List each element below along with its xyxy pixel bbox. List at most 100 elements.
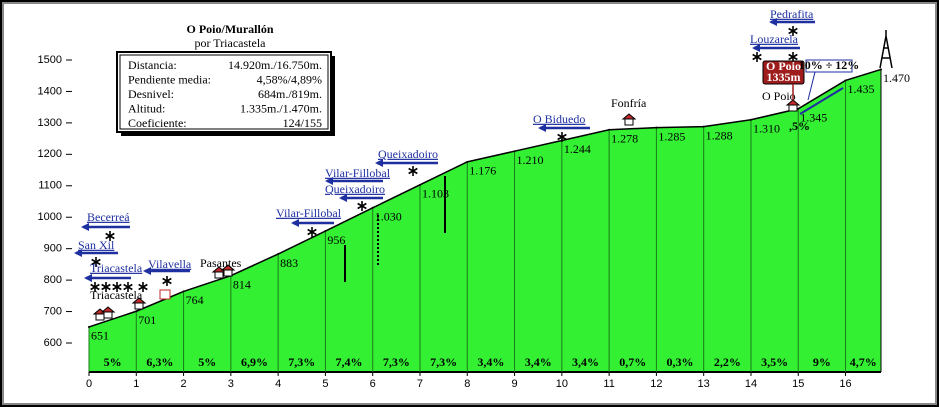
point (880, 68, 882, 71)
arrow-head (84, 274, 92, 282)
arrow-head (143, 267, 151, 275)
x-tick-label: 7 (417, 378, 423, 390)
point (844, 79, 847, 82)
x-tick-label: 2 (181, 378, 187, 390)
asterisk (752, 53, 762, 61)
asterisk (112, 283, 122, 291)
point (371, 206, 374, 209)
value-label: 814 (233, 277, 251, 291)
arrow-head (325, 177, 333, 185)
x-tick-label: 15 (792, 378, 804, 390)
roof (100, 306, 116, 313)
village-label: Pasantes (200, 256, 242, 270)
point (513, 150, 516, 153)
asterisk (91, 258, 101, 266)
point (466, 160, 469, 163)
roof (621, 113, 637, 120)
chart-title: O Poio/Murallón (187, 22, 274, 36)
gradient-label: 7,3% (383, 355, 410, 369)
asterisk (788, 53, 798, 61)
chart-subtitle: por Triacastela (195, 36, 267, 50)
asterisk (123, 283, 133, 291)
waypoint-label: Louzarela (750, 32, 799, 46)
y-tick-label: 600 (44, 337, 62, 349)
value-label: 1.210 (517, 153, 544, 167)
x-tick-label: 6 (370, 378, 376, 390)
ramp-label: 10% ÷ 12% (799, 58, 860, 72)
info-value: 14.920m./16.750m. (228, 58, 322, 72)
profile-area (89, 69, 881, 372)
gradient-label: 4,7% (850, 355, 877, 369)
waypoint-label: Queixadoiro (378, 147, 438, 161)
arrow-head (538, 124, 546, 132)
x-tick-label: 10 (556, 378, 568, 390)
waypoint-label: Vilar-Fillobal (325, 166, 391, 180)
roof (220, 264, 236, 271)
gradient-label: 3,4% (477, 355, 504, 369)
value-label: 1.030 (375, 210, 402, 224)
gradient-label: 3,5% (761, 355, 788, 369)
info-label: Desnivel: (128, 87, 174, 101)
house (788, 104, 798, 112)
waypoint-label: Pedrafita (770, 7, 814, 21)
asterisk (138, 283, 148, 291)
info-label: Coeficiente: (128, 116, 187, 130)
info-value: 684m./819m. (258, 87, 322, 101)
x-tick-label: 5 (322, 378, 328, 390)
asterisk (105, 232, 115, 240)
x-tick-label: 4 (275, 378, 281, 390)
y-tick-label: 900 (44, 243, 62, 255)
summit-box (762, 60, 805, 85)
house (95, 313, 105, 321)
sign (159, 289, 171, 300)
asterisk (788, 27, 798, 35)
house (624, 118, 634, 126)
info-box-inner (119, 54, 329, 130)
summit-label: O Poio (766, 59, 801, 73)
house (103, 311, 113, 319)
waypoint-label: Vilavella (148, 257, 192, 271)
point (749, 118, 752, 121)
point (277, 253, 280, 256)
arrow-head (375, 159, 383, 167)
value-label: 1.288 (706, 128, 733, 142)
waypoint-label: O Biduedo (533, 112, 585, 126)
value-label: 1.435 (848, 82, 875, 96)
road (799, 87, 844, 115)
x-tick-label: 1 (133, 378, 139, 390)
ramp-pointer (807, 71, 816, 101)
value-label: 701 (138, 313, 156, 327)
value-label: 1.176 (469, 164, 496, 178)
point (702, 125, 705, 128)
summit-label: 1335m (767, 70, 801, 84)
arrow-head (81, 223, 89, 231)
point (418, 183, 421, 186)
value-label: 651 (91, 329, 109, 343)
arrow-head (339, 194, 347, 202)
gradient-label: 5% (198, 355, 216, 369)
asterisk (557, 133, 567, 141)
gradient-label: 3,4% (572, 355, 599, 369)
gradient-label: 7,3% (430, 355, 457, 369)
x-tick-label: 0 (86, 378, 92, 390)
village-label: Fonfría (611, 96, 647, 110)
waypoint-label: Triacastela (90, 261, 143, 275)
info-value: 124/155 (283, 116, 322, 130)
tower (879, 30, 893, 69)
value-label: 1.244 (564, 142, 591, 156)
waypoint-label: San Xil (78, 238, 115, 252)
x-tick-label: 3 (228, 378, 234, 390)
info-label: Pendiente media: (128, 72, 211, 86)
y-tick-label: 1400 (38, 85, 62, 97)
point (88, 325, 90, 328)
y-tick-label: 1500 (38, 54, 62, 66)
y-tick-label: 1300 (38, 117, 62, 129)
asterisk (162, 277, 172, 285)
value-label: 1.278 (611, 132, 638, 146)
value-label: 956 (327, 233, 345, 247)
gradient-label: 3,4% (525, 355, 552, 369)
info-label: Distancia: (128, 58, 177, 72)
value-label: 883 (280, 256, 298, 270)
value-label: 1.103 (422, 187, 449, 201)
gradient-label: 9% (813, 355, 831, 369)
